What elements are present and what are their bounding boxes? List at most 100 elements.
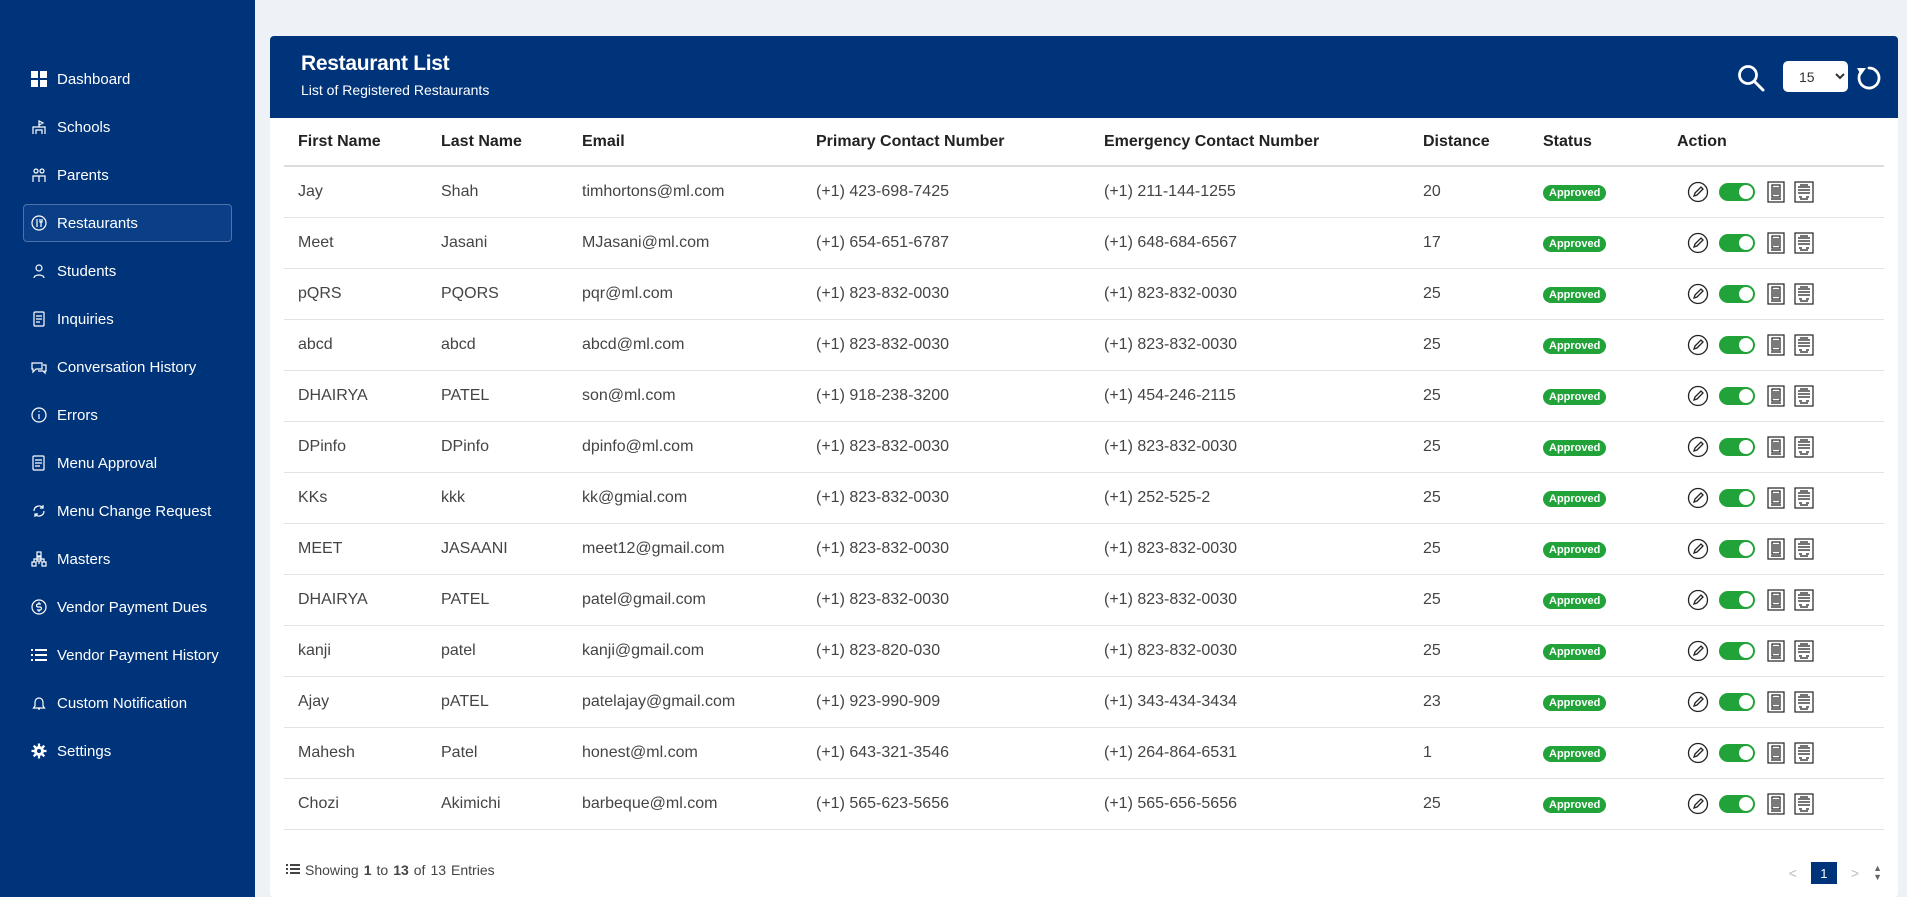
sidebar-item-menu-approval[interactable]: Menu Approval [23, 444, 232, 482]
delete-icon[interactable] [1765, 537, 1787, 560]
menu-document-icon[interactable] [1793, 588, 1815, 611]
action-cell [1663, 472, 1884, 524]
edit-icon[interactable] [1687, 181, 1709, 203]
menu-document-icon[interactable] [1793, 639, 1815, 662]
emergency-contact-cell: (+1) 264-864-6531 [1090, 727, 1409, 779]
menu-document-icon[interactable] [1793, 282, 1815, 305]
delete-icon[interactable] [1765, 741, 1787, 764]
chevron-down-icon[interactable]: ▼ [1873, 872, 1882, 882]
page-size-select[interactable]: 15 [1783, 61, 1848, 92]
menu-document-icon[interactable] [1793, 537, 1815, 560]
sidebar-item-settings[interactable]: Settings [23, 732, 232, 770]
distance-cell: 25 [1409, 523, 1529, 575]
sidebar-item-label: Restaurants [57, 214, 138, 232]
next-page-button[interactable]: > [1850, 865, 1860, 881]
chevron-up-icon[interactable]: ▲ [1873, 863, 1882, 873]
status-badge: Approved [1543, 286, 1607, 303]
sidebar-item-dashboard[interactable]: Dashboard [23, 60, 232, 98]
sidebar-item-custom-notification[interactable]: Custom Notification [23, 684, 232, 722]
delete-icon[interactable] [1765, 588, 1787, 611]
prev-page-button[interactable]: < [1788, 865, 1797, 881]
last-name-cell: JASAANI [427, 523, 568, 575]
delete-icon[interactable] [1765, 639, 1787, 662]
edit-icon[interactable] [1687, 385, 1709, 407]
menu-document-icon[interactable] [1793, 384, 1815, 407]
edit-icon[interactable] [1687, 334, 1709, 356]
status-toggle[interactable] [1719, 590, 1755, 609]
delete-icon[interactable] [1765, 792, 1787, 815]
column-header: First Name [284, 118, 427, 167]
page-1-button[interactable]: 1 [1810, 862, 1837, 884]
status-toggle[interactable] [1719, 386, 1755, 405]
sidebar-item-errors[interactable]: Errors [23, 396, 232, 434]
edit-icon[interactable] [1687, 487, 1709, 509]
info-icon [30, 406, 48, 424]
status-toggle[interactable] [1719, 743, 1755, 762]
delete-icon[interactable] [1765, 690, 1787, 713]
sidebar-item-students[interactable]: Students [23, 252, 232, 290]
menu-document-icon[interactable] [1793, 231, 1815, 254]
sidebar-item-restaurants[interactable]: Restaurants [23, 204, 232, 242]
status-toggle[interactable] [1719, 539, 1755, 558]
search-icon[interactable] [1736, 63, 1766, 93]
menu-document-icon[interactable] [1793, 792, 1815, 815]
status-toggle[interactable] [1719, 641, 1755, 660]
delete-icon[interactable] [1765, 384, 1787, 407]
edit-icon[interactable] [1687, 283, 1709, 305]
status-toggle[interactable] [1719, 233, 1755, 252]
page-stepper[interactable]: ▲ ▼ [1873, 864, 1882, 882]
sidebar-item-schools[interactable]: Schools [23, 108, 232, 146]
status-cell: Approved [1529, 727, 1663, 779]
emergency-contact-cell: (+1) 211-144-1255 [1090, 166, 1409, 218]
status-toggle[interactable] [1719, 794, 1755, 813]
emergency-contact-cell: (+1) 823-832-0030 [1090, 319, 1409, 371]
status-cell: Approved [1529, 523, 1663, 575]
last-name-cell: DPinfo [427, 421, 568, 473]
status-toggle[interactable] [1719, 182, 1755, 201]
menu-document-icon[interactable] [1793, 690, 1815, 713]
delete-icon[interactable] [1765, 181, 1787, 203]
sidebar-item-masters[interactable]: Masters [23, 540, 232, 578]
menu-document-icon[interactable] [1793, 333, 1815, 356]
sidebar-item-label: Settings [57, 742, 112, 760]
sidebar-item-menu-change-request[interactable]: Menu Change Request [23, 492, 232, 530]
edit-icon[interactable] [1687, 232, 1709, 254]
menu-document-icon[interactable] [1793, 435, 1815, 458]
edit-icon[interactable] [1687, 742, 1709, 764]
edit-icon[interactable] [1687, 691, 1709, 713]
sidebar-item-conversation-history[interactable]: Conversation History [23, 348, 232, 386]
email-cell: meet12@gmail.com [568, 523, 802, 575]
action-cell [1663, 574, 1884, 626]
menu-document-icon[interactable] [1793, 486, 1815, 509]
delete-icon[interactable] [1765, 333, 1787, 356]
edit-icon[interactable] [1687, 793, 1709, 815]
menu-document-icon[interactable] [1793, 181, 1815, 203]
sidebar-item-inquiries[interactable]: Inquiries [23, 300, 232, 338]
edit-icon[interactable] [1687, 640, 1709, 662]
status-toggle[interactable] [1719, 692, 1755, 711]
sidebar-item-vendor-payment-dues[interactable]: Vendor Payment Dues [23, 588, 232, 626]
status-badge: Approved [1543, 643, 1607, 660]
status-toggle[interactable] [1719, 437, 1755, 456]
status-toggle[interactable] [1719, 488, 1755, 507]
emergency-contact-cell: (+1) 454-246-2115 [1090, 370, 1409, 422]
primary-contact-cell: (+1) 565-623-5656 [802, 778, 1090, 830]
delete-icon[interactable] [1765, 282, 1787, 305]
sidebar-item-vendor-payment-history[interactable]: Vendor Payment History [23, 636, 232, 674]
status-toggle[interactable] [1719, 335, 1755, 354]
refresh-icon[interactable] [1854, 63, 1884, 93]
sidebar-item-label: Errors [57, 406, 98, 424]
edit-icon[interactable] [1687, 436, 1709, 458]
edit-icon[interactable] [1687, 589, 1709, 611]
delete-icon[interactable] [1765, 435, 1787, 458]
status-badge: Approved [1543, 745, 1607, 762]
status-toggle[interactable] [1719, 284, 1755, 303]
action-cell [1663, 523, 1884, 575]
delete-icon[interactable] [1765, 486, 1787, 509]
sidebar-item-parents[interactable]: Parents [23, 156, 232, 194]
table-row: MEET JASAANI meet12@gmail.com (+1) 823-832-… [284, 523, 1884, 575]
delete-icon[interactable] [1765, 231, 1787, 254]
sidebar-item-label: Schools [57, 118, 111, 136]
edit-icon[interactable] [1687, 538, 1709, 560]
menu-document-icon[interactable] [1793, 741, 1815, 764]
